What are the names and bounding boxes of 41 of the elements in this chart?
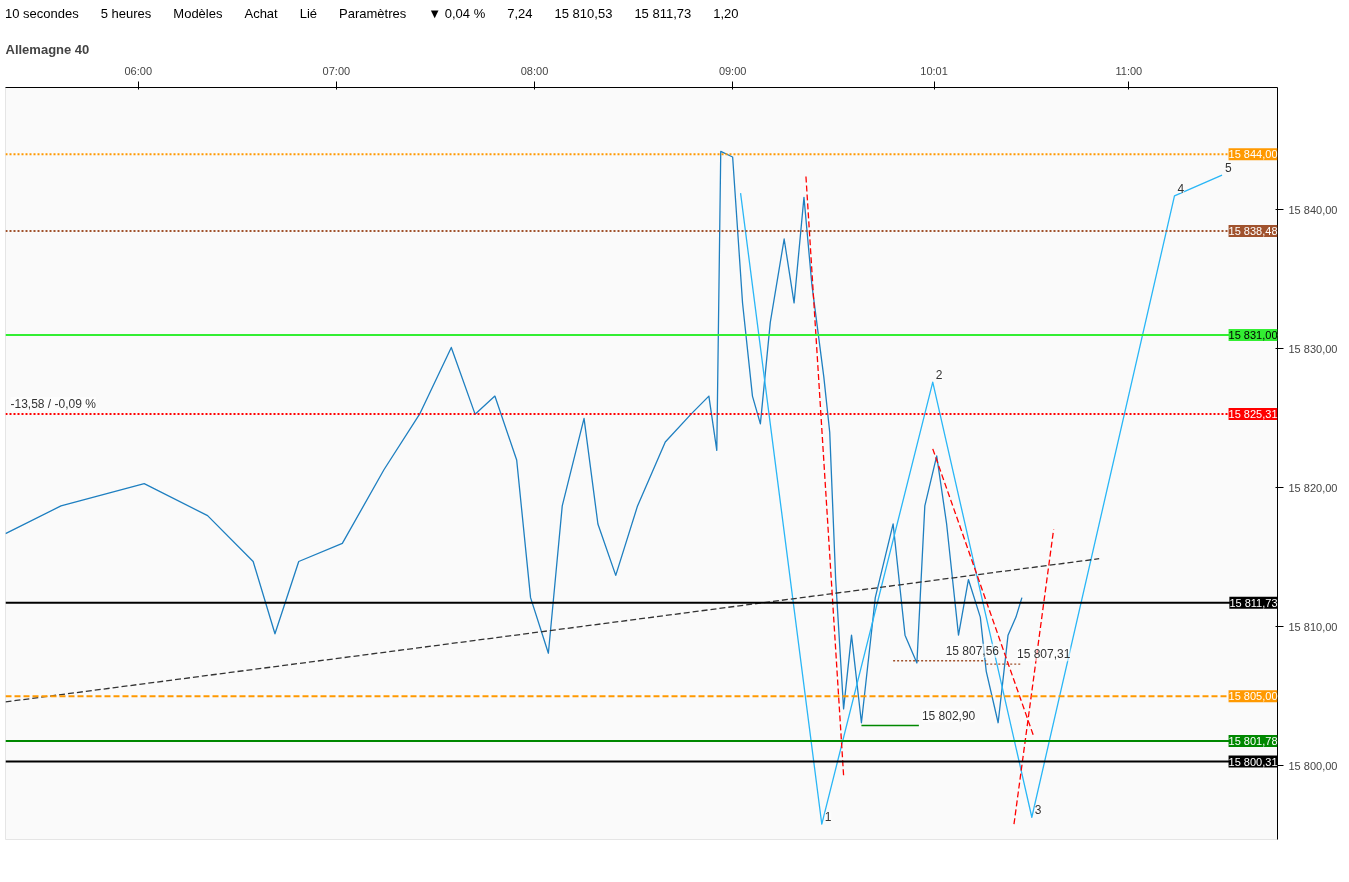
y-tick-label: 15 830,00 <box>1288 342 1338 355</box>
ref-line-label: 15 805,00 <box>1228 690 1278 703</box>
ref-line-label: 15 838,48 <box>1228 224 1278 237</box>
annotation: 15 807,31 <box>1016 647 1071 662</box>
text: 7,24 <box>507 6 533 21</box>
text: 5 heures <box>100 6 152 21</box>
annotation: 1 <box>824 810 832 825</box>
annotation: 2 <box>935 368 943 383</box>
x-tick-label: 11:00 <box>1115 64 1143 77</box>
annotation: 5 <box>1225 161 1233 176</box>
text: Modèles <box>173 6 223 21</box>
annotation: 4 <box>1177 181 1185 196</box>
text: Lié <box>299 6 318 21</box>
ref-line-label: 15 844,00 <box>1228 148 1278 161</box>
x-tick-label: 07:00 <box>322 64 351 77</box>
y-tick-label: 15 820,00 <box>1288 481 1338 494</box>
ref-line-label: 15 825,31 <box>1228 408 1278 421</box>
text: Achat <box>244 6 278 21</box>
annotation: -13,58 / -0,09 % <box>10 397 97 412</box>
ref-line-label: 15 801,78 <box>1228 735 1278 748</box>
ref-line-label: 15 811,73 <box>1229 596 1278 609</box>
annotation: 3 <box>1034 803 1042 818</box>
text: Paramètres <box>339 6 407 21</box>
x-tick-label: 08:00 <box>520 64 549 77</box>
text: 15 811,73 <box>634 6 692 21</box>
text: ▼ 0,04 % <box>428 6 486 21</box>
x-tick-label: 10:01 <box>920 64 948 77</box>
chart-title: Allemagne 40 <box>5 41 90 57</box>
ref-line-label: 15 831,00 <box>1228 328 1278 341</box>
annotation: 15 807,56 <box>945 643 1000 658</box>
x-tick-label: 09:00 <box>718 64 747 77</box>
y-tick-label: 15 840,00 <box>1288 203 1338 216</box>
y-tick-label: 15 800,00 <box>1288 759 1338 772</box>
line-series <box>739 174 1223 825</box>
text: 15 810,53 <box>554 6 613 21</box>
text: 10 secondes <box>5 6 79 21</box>
annotation: 15 802,90 <box>921 708 976 723</box>
text: 1,20 <box>713 6 739 21</box>
ref-line-label: 15 800,31 <box>1228 755 1278 768</box>
x-tick-label: 06:00 <box>124 64 153 77</box>
y-tick-label: 15 810,00 <box>1288 620 1338 633</box>
